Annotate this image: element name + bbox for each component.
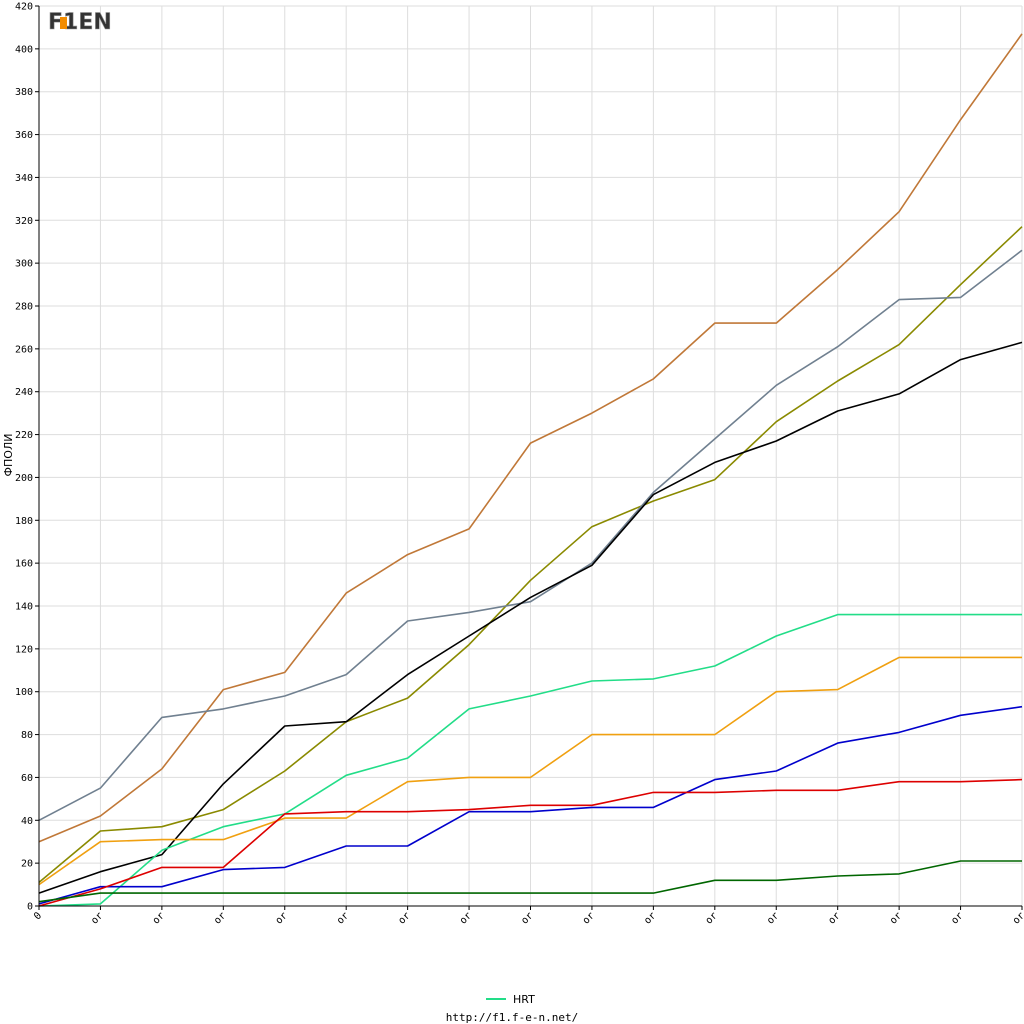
logo-accent bbox=[60, 17, 67, 29]
y-tick-label: 380 bbox=[15, 87, 33, 98]
series-line-7 bbox=[38, 705, 1023, 905]
y-tick-label: 180 bbox=[15, 516, 33, 527]
series-line-5 bbox=[38, 613, 1022, 907]
logo-background bbox=[48, 8, 98, 34]
y-tick-label: 40 bbox=[21, 816, 33, 827]
y-tick-label: 100 bbox=[15, 687, 33, 698]
legend-label-hrt: HRT bbox=[513, 993, 535, 1006]
y-tick-label: 220 bbox=[15, 430, 33, 441]
y-tick-label: 320 bbox=[15, 216, 33, 227]
y-tick-label: 60 bbox=[21, 773, 33, 784]
y-tick-label: 260 bbox=[15, 344, 33, 355]
y-tick-label: 300 bbox=[15, 259, 33, 270]
series-line-2 bbox=[38, 226, 1023, 884]
y-tick-label: 240 bbox=[15, 387, 33, 398]
series-line-8 bbox=[38, 778, 1023, 907]
y-tick-label: 420 bbox=[15, 2, 33, 13]
y-tick-label: 0 bbox=[27, 902, 33, 913]
series-line-1 bbox=[38, 33, 1023, 843]
logo: F1EN bbox=[48, 8, 112, 35]
series-line-3 bbox=[38, 249, 1023, 822]
legend: HRT bbox=[486, 993, 535, 1006]
series-line-9 bbox=[38, 860, 1022, 903]
y-tick-label: 80 bbox=[21, 730, 33, 741]
x-tick-label: or bbox=[1011, 910, 1024, 926]
series-line-4 bbox=[38, 341, 1023, 894]
y-tick-label: 280 bbox=[15, 302, 33, 313]
chart-series bbox=[38, 33, 1023, 907]
y-axis-label: ФПОЛИ bbox=[2, 434, 15, 477]
chart-grid bbox=[38, 5, 1023, 907]
y-tick-label: 400 bbox=[15, 44, 33, 55]
y-tick-label: 20 bbox=[21, 859, 33, 870]
y-tick-labels: 0 20 40 60 80 100 120 140 160 180 200 220 240 260 280 3… bbox=[15, 2, 33, 913]
y-tick-label: 140 bbox=[15, 602, 33, 613]
chart-axes bbox=[35, 5, 1023, 910]
y-tick-label: 120 bbox=[15, 644, 33, 655]
y-tick-label: 360 bbox=[15, 130, 33, 141]
logo-text: F1EN bbox=[48, 10, 112, 35]
y-tick-label: 160 bbox=[15, 559, 33, 570]
footer-url: http://f1.f-e-n.net/ bbox=[446, 1011, 578, 1024]
y-tick-label: 340 bbox=[15, 173, 33, 184]
y-tick-label: 200 bbox=[15, 473, 33, 484]
series-line-6 bbox=[38, 656, 1022, 886]
